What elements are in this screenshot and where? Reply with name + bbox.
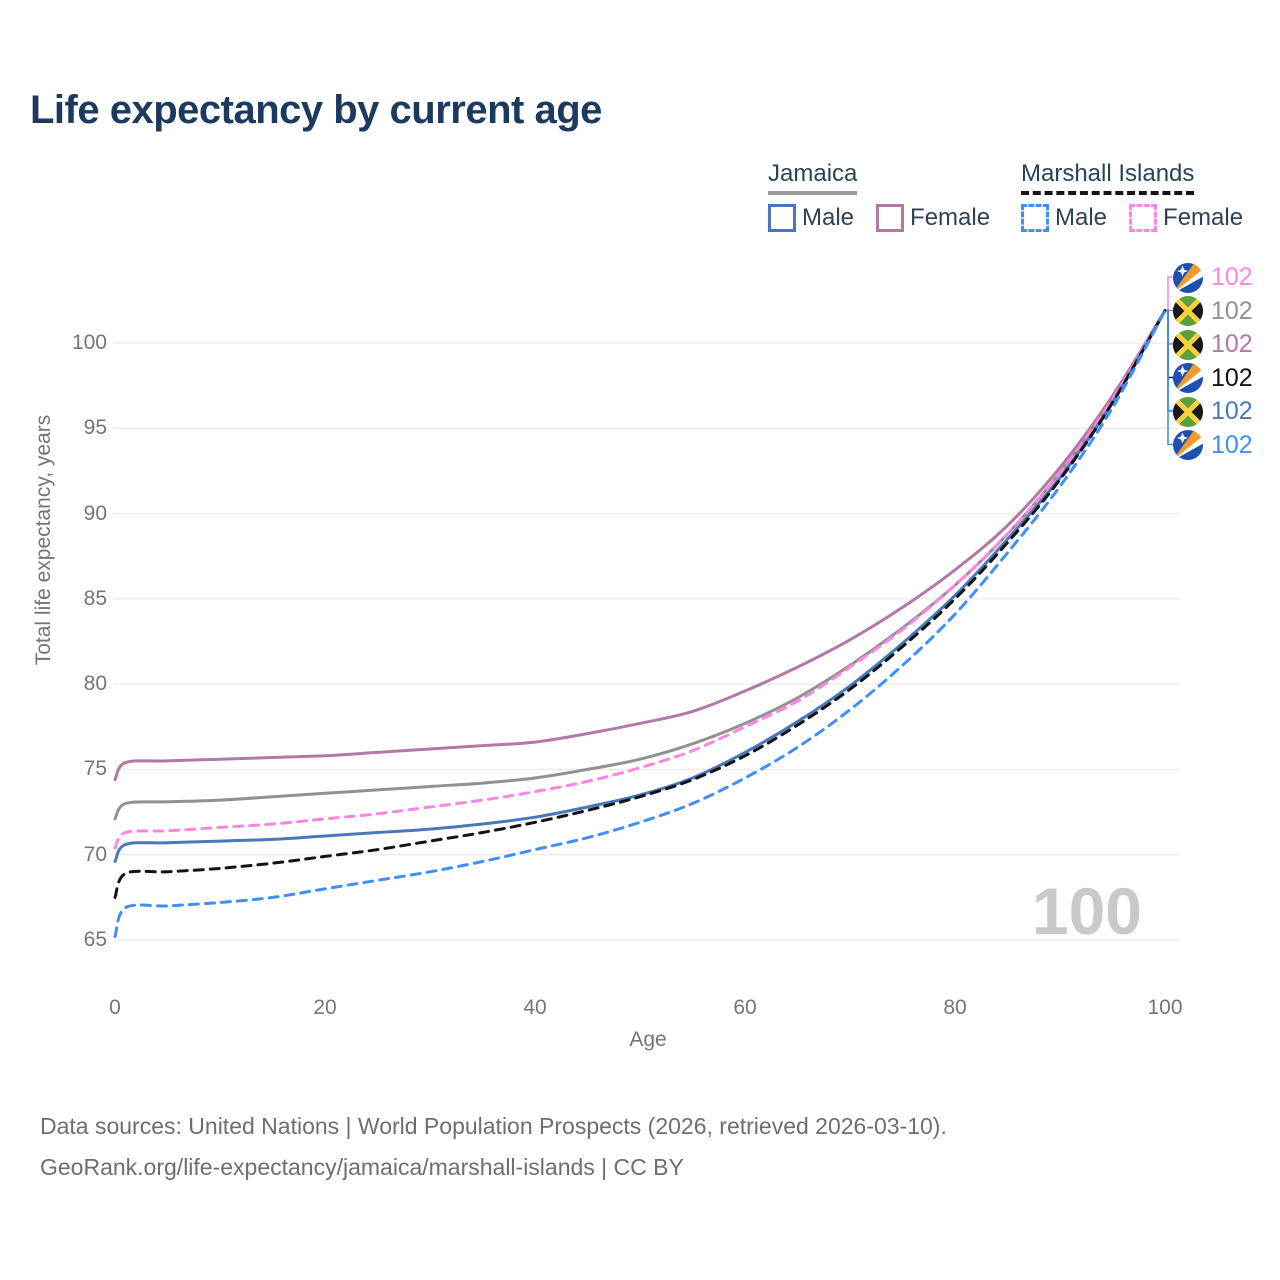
marshall-islands-flag-icon: [1173, 430, 1203, 461]
x-axis-tick-60: 60: [733, 996, 757, 1019]
y-axis-tick-85: 85: [83, 586, 107, 610]
end-label-row-jamaica_total: 102: [1173, 295, 1253, 329]
footer-attribution: GeoRank.org/life-expectancy/jamaica/mars…: [40, 1154, 684, 1180]
x-axis-tick-100: 100: [1147, 996, 1183, 1019]
footer: Data sources: United Nations | World Pop…: [40, 1106, 947, 1188]
end-label-row-marshall_male: 102: [1173, 429, 1253, 463]
x-axis-tick-80: 80: [943, 996, 967, 1019]
legend-group-jamaica: Jamaica Male Female: [768, 160, 1012, 232]
end-label-row-jamaica_male: 102: [1173, 395, 1253, 429]
end-label-row-marshall_total: 102: [1173, 362, 1253, 396]
jamaica-flag-icon: [1173, 296, 1203, 327]
hover-age-watermark: 100: [1031, 874, 1142, 948]
legend-swatch-marshall-male[interactable]: [1021, 204, 1049, 232]
jamaica-flag-icon: [1173, 329, 1203, 360]
footer-data-sources: Data sources: United Nations | World Pop…: [40, 1113, 947, 1139]
legend-header-marshall-islands[interactable]: Marshall Islands: [1021, 160, 1195, 195]
legend-label-marshall-male[interactable]: Male: [1055, 204, 1108, 231]
y-axis-tick-65: 65: [83, 928, 107, 951]
jamaica-flag-icon: [1173, 396, 1203, 427]
end-value-marshall_total: 102: [1211, 363, 1253, 392]
legend-swatch-jamaica-female[interactable]: [876, 204, 905, 232]
x-axis-title: Age: [629, 1028, 667, 1051]
legend-label-jamaica-female[interactable]: Female: [910, 204, 991, 231]
x-axis-tick-40: 40: [523, 996, 547, 1019]
series-line-jamaica_female[interactable]: [113, 309, 1167, 782]
legend-header-jamaica[interactable]: Jamaica: [768, 160, 858, 195]
page-title: Life expectancy by current age: [30, 88, 602, 132]
series-line-marshall_male[interactable]: [113, 309, 1167, 939]
y-axis-tick-80: 80: [83, 672, 107, 696]
end-value-marshall_female: 102: [1211, 263, 1253, 292]
legend-label-jamaica-male[interactable]: Male: [802, 204, 855, 231]
series-end-labels: 102 102 102 102 102 102: [1173, 261, 1253, 462]
y-axis-tick-70: 70: [83, 842, 107, 866]
x-axis-tick-0: 0: [109, 996, 121, 1019]
series-line-marshall_total[interactable]: [113, 309, 1167, 899]
y-axis-tick-90: 90: [83, 501, 107, 525]
leader-line-marshall_male: [1166, 309, 1174, 446]
marshall-islands-flag-icon: [1173, 262, 1203, 293]
legend-label-marshall-female[interactable]: Female: [1163, 204, 1244, 231]
y-axis-tick-95: 95: [83, 416, 107, 440]
end-label-row-marshall_female: 102: [1173, 261, 1253, 295]
end-value-jamaica_female: 102: [1211, 330, 1253, 359]
legend-swatch-jamaica-male[interactable]: [768, 204, 796, 232]
legend-swatch-marshall-female[interactable]: [1129, 204, 1158, 232]
y-axis-tick-100: 100: [71, 331, 107, 354]
end-label-row-jamaica_female: 102: [1173, 328, 1253, 362]
legend-group-marshall-islands: Marshall Islands Male Female: [1021, 160, 1265, 232]
end-value-marshall_male: 102: [1211, 430, 1253, 459]
x-axis-tick-20: 20: [313, 996, 337, 1019]
end-value-jamaica_total: 102: [1211, 296, 1253, 325]
end-value-jamaica_male: 102: [1211, 397, 1253, 426]
y-axis-tick-75: 75: [83, 757, 107, 781]
series-line-marshall_female[interactable]: [113, 309, 1167, 850]
y-axis-title: Total life expectancy, years: [32, 414, 55, 666]
series-line-jamaica_total[interactable]: [113, 309, 1167, 821]
marshall-islands-flag-icon: [1173, 363, 1203, 394]
series-line-jamaica_male[interactable]: [113, 309, 1167, 863]
